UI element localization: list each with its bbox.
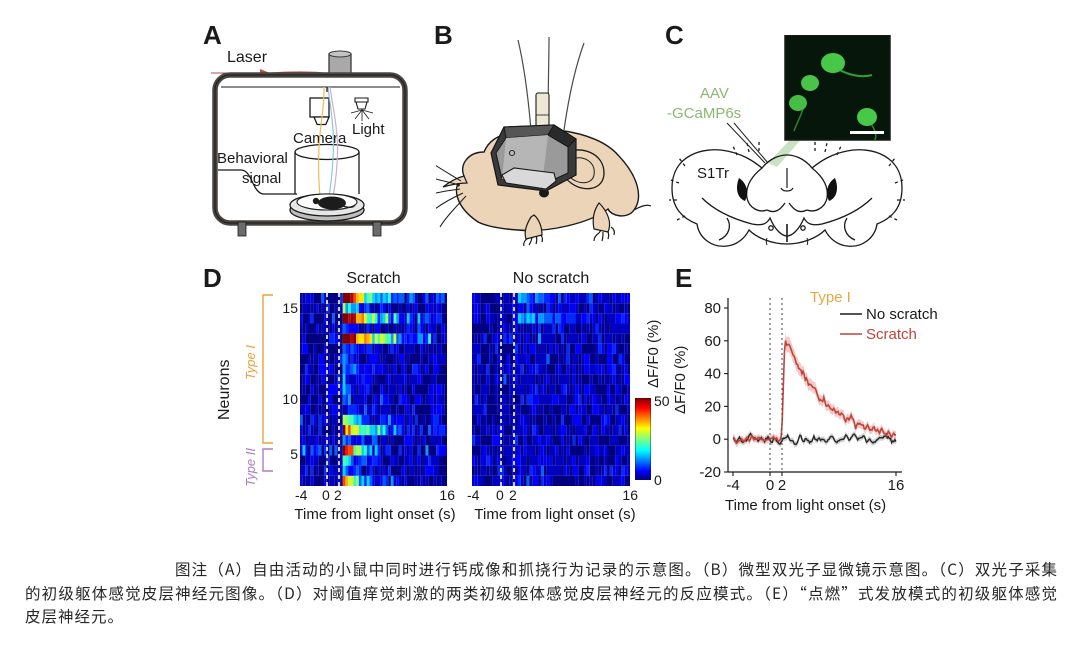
- svg-text:Laser: Laser: [227, 49, 268, 66]
- svg-text:signal: signal: [242, 170, 281, 187]
- svg-text:-4: -4: [726, 477, 739, 494]
- svg-text:S1Tr: S1Tr: [697, 165, 729, 182]
- svg-text:-20: -20: [699, 464, 721, 481]
- svg-text:Scratch: Scratch: [866, 326, 917, 343]
- svg-text:Light: Light: [352, 121, 385, 138]
- svg-text:AAV: AAV: [700, 85, 729, 102]
- svg-text:0: 0: [713, 431, 721, 448]
- svg-text:60: 60: [704, 333, 721, 350]
- svg-text:20: 20: [704, 398, 721, 415]
- svg-text:40: 40: [704, 366, 721, 383]
- svg-text:80: 80: [704, 300, 721, 317]
- svg-text:Type I: Type I: [810, 290, 851, 306]
- svg-text:2: 2: [778, 477, 786, 494]
- svg-text:-GCaMP6s: -GCaMP6s: [667, 105, 741, 122]
- svg-text:No scratch: No scratch: [866, 306, 938, 323]
- svg-text:0: 0: [766, 477, 774, 494]
- svg-text:Behavioral: Behavioral: [217, 150, 288, 167]
- svg-text:16: 16: [888, 477, 905, 494]
